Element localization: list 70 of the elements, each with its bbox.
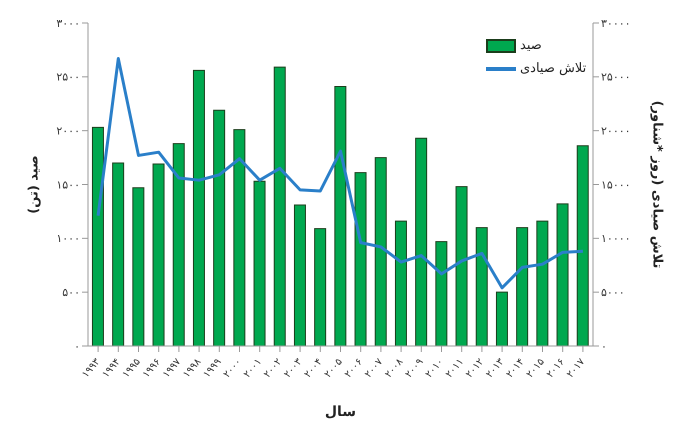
bar — [254, 180, 266, 346]
x-tick-label: ۲۰۰۱ — [242, 356, 264, 380]
y-tick-label: ۵۰۰ — [62, 286, 80, 300]
x-tick-label: ۲۰۰۲ — [262, 356, 284, 380]
bar — [476, 227, 488, 346]
x-tick-label: ۱۹۹۶ — [140, 356, 164, 380]
x-tick-label: ۲۰۱۵ — [524, 356, 547, 380]
bar — [274, 66, 286, 346]
y2-axis-title: تلاش صیادی (روز *شناور) — [649, 100, 664, 268]
x-tick-label: ۲۰۱۷ — [565, 356, 588, 380]
bar — [435, 241, 448, 346]
bar — [152, 164, 165, 346]
y-axis-title: صید (تن) — [26, 155, 42, 214]
y2-tick-label: ۲۰۰۰۰ — [601, 124, 631, 138]
y-tick-label: ۲۵۰۰ — [56, 70, 80, 84]
x-tick-label: ۱۹۹۸ — [181, 356, 204, 380]
bar — [374, 157, 387, 346]
x-tick-label: ۲۰۱۰ — [424, 356, 446, 380]
bar — [172, 143, 185, 346]
bar — [516, 227, 528, 346]
bar — [394, 220, 407, 346]
bar — [314, 228, 326, 346]
bar — [213, 110, 226, 346]
x-tick-label: ۲۰۰۸ — [383, 356, 406, 380]
legend-label: تلاش صیادی — [520, 61, 586, 76]
line-series — [96, 57, 584, 290]
y-tick-label: ۱۵۰۰ — [56, 178, 80, 192]
x-tick-label: ۲۰۰۳ — [282, 356, 305, 380]
bar — [456, 186, 468, 346]
y-tick-label: ۱۰۰۰ — [56, 232, 80, 246]
bar — [415, 138, 428, 346]
x-tick-label: ۲۰۱۴ — [504, 356, 527, 380]
x-tick-label: ۱۹۹۳ — [80, 356, 103, 380]
y2-tick-label: ۳۰۰۰۰ — [601, 16, 631, 30]
bar — [576, 145, 589, 346]
bar — [233, 129, 246, 346]
bar — [354, 172, 367, 346]
x-tick-label: ۱۹۹۵ — [120, 356, 143, 380]
y2-tick-label: ۰ — [601, 340, 607, 353]
x-tick-label: ۲۰۱۲ — [464, 356, 486, 380]
y2-tick-label: ۱۵۰۰۰ — [601, 178, 631, 192]
x-tick-label: ۱۹۹۹ — [201, 356, 224, 380]
y-tick-label: ۰ — [74, 340, 80, 353]
legend-label: صید — [520, 38, 542, 53]
bar — [536, 220, 548, 346]
bar — [294, 204, 306, 346]
y2-tick-label: ۵۰۰۰ — [601, 286, 625, 300]
x-tick-label: ۲۰۰۶ — [342, 356, 366, 380]
x-tick-label: ۱۹۹۴ — [100, 356, 123, 380]
x-tick-label: ۲۰۱۳ — [484, 356, 507, 380]
bar — [92, 126, 104, 346]
x-tick-label: ۱۹۹۷ — [161, 356, 184, 380]
x-tick-label: ۲۰۰۵ — [322, 356, 345, 380]
bar — [192, 70, 205, 346]
y-tick-label: ۳۰۰۰ — [56, 16, 80, 30]
bar — [132, 187, 144, 346]
x-tick-label: ۲۰۰۰ — [222, 356, 244, 380]
x-axis-title: سال — [324, 404, 356, 420]
y-tick-label: ۲۰۰۰ — [56, 124, 80, 138]
bar — [112, 162, 124, 346]
x-tick-label: ۲۰۰۴ — [302, 356, 325, 380]
x-tick-label: ۲۰۱۱ — [444, 356, 466, 380]
x-tick-label: ۲۰۱۶ — [544, 356, 568, 380]
x-tick-label: ۲۰۰۹ — [403, 356, 426, 380]
bar — [556, 203, 569, 346]
y2-tick-label: ۱۰۰۰۰ — [601, 232, 631, 246]
x-tick-label: ۲۰۰۷ — [363, 356, 386, 380]
bar — [334, 86, 346, 346]
y2-tick-label: ۲۵۰۰۰ — [601, 70, 631, 84]
bar — [496, 292, 508, 346]
